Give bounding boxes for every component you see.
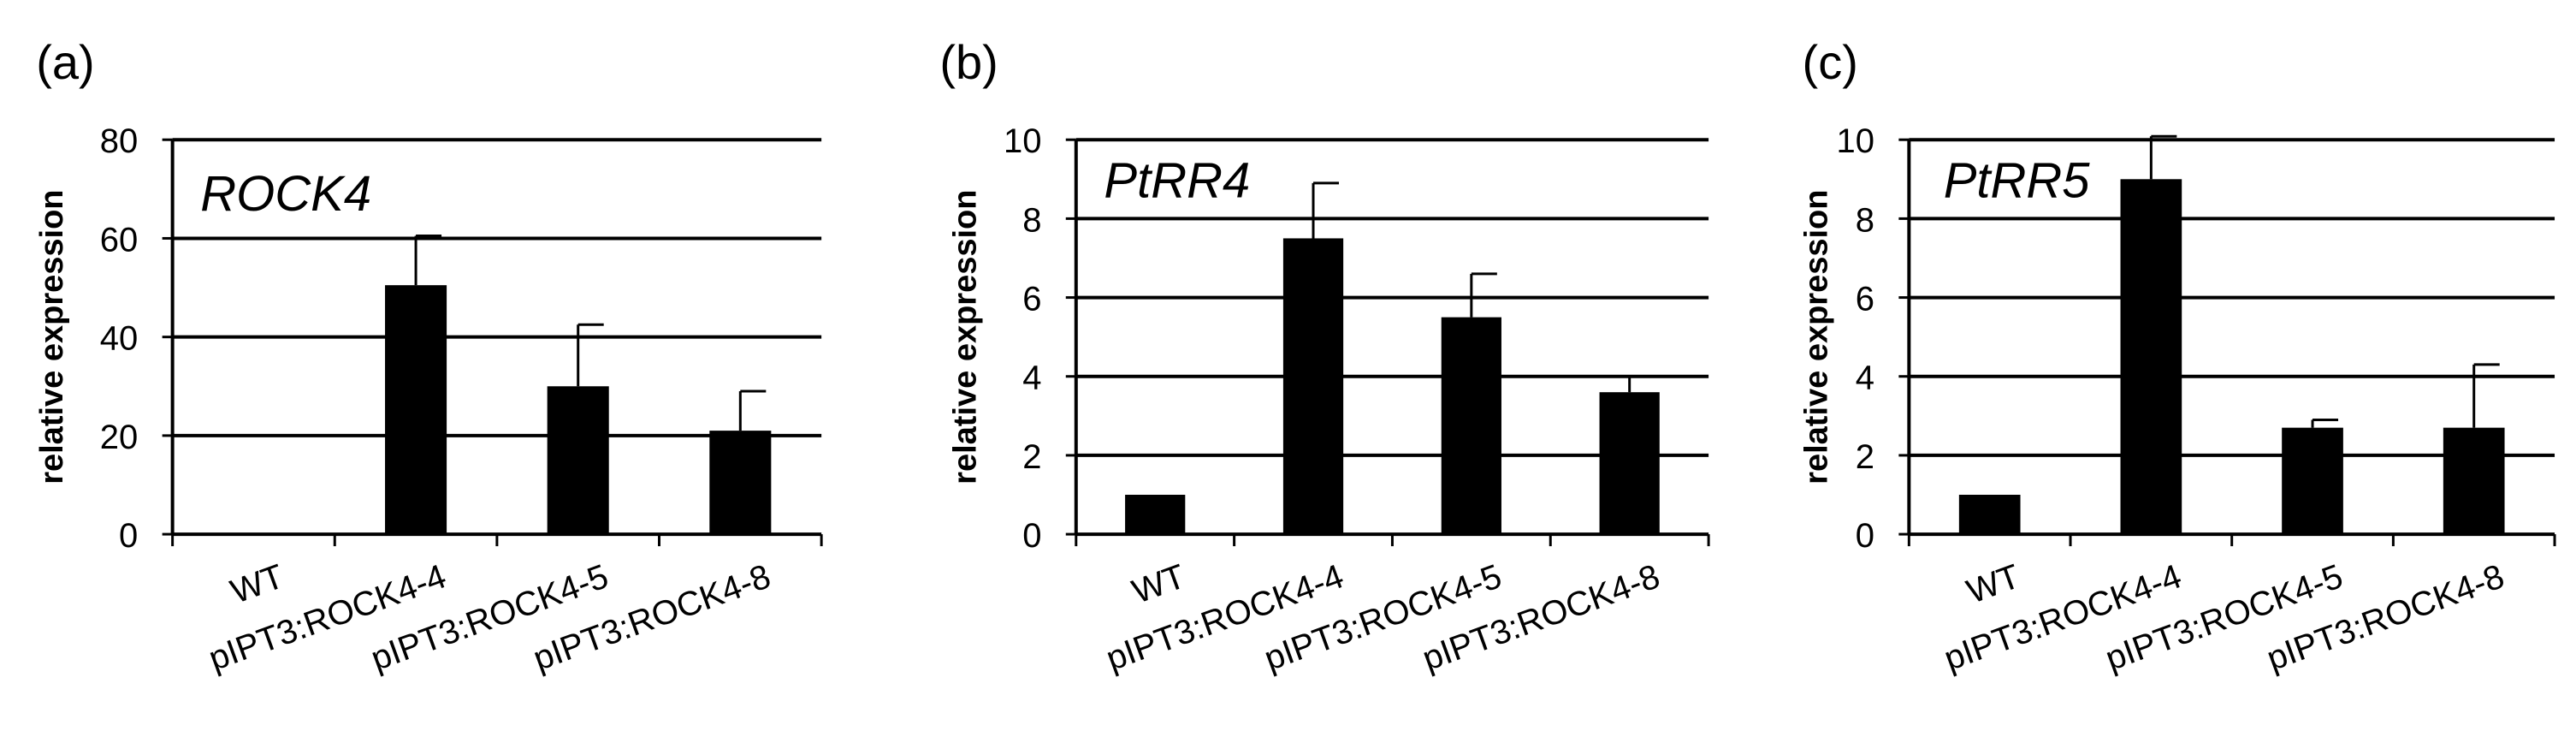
panel-a-y-tick-label: 0 bbox=[119, 517, 138, 555]
panel-b-y-tick-label: 6 bbox=[1022, 281, 1041, 318]
panel-a-y-tick-label: 80 bbox=[100, 122, 139, 160]
panel-a-bar bbox=[709, 431, 772, 535]
panel-b-y-tick-label: 2 bbox=[1022, 438, 1041, 476]
panel-b-y-tick-label: 10 bbox=[1004, 122, 1042, 160]
panel-b-title: PtRR4 bbox=[1104, 152, 1250, 208]
panel-b-y-tick-label: 0 bbox=[1022, 517, 1041, 555]
panel-a-bar bbox=[385, 285, 447, 535]
panel-c-bar bbox=[2120, 179, 2182, 535]
panel-c-bar bbox=[2282, 427, 2343, 535]
panel-c-y-tick-label: 2 bbox=[1856, 438, 1874, 476]
panel-b-bar bbox=[1441, 317, 1501, 535]
panel-c-title: PtRR5 bbox=[1944, 152, 2091, 208]
panel-c-y-tick-label: 6 bbox=[1856, 281, 1874, 318]
panel-b-y-axis-label: relative expression bbox=[948, 190, 984, 484]
panel-a-y-axis-label: relative expression bbox=[34, 190, 70, 484]
panel-b-bar bbox=[1282, 238, 1344, 535]
panel-c-y-tick-label: 10 bbox=[1837, 122, 1875, 160]
panel-c-y-tick-label: 0 bbox=[1856, 517, 1874, 555]
panel-b-bar bbox=[1125, 495, 1186, 535]
panel-b-y-tick-label: 8 bbox=[1022, 201, 1041, 239]
panel-c-bar bbox=[1958, 495, 2021, 535]
panel-c-y-tick-label: 4 bbox=[1856, 360, 1874, 397]
panel-b-x-tick-label: WT bbox=[1128, 557, 1190, 611]
panel-a-bar bbox=[547, 386, 609, 535]
panel-a-label: (a) bbox=[36, 35, 94, 89]
panel-a-y-tick-label: 20 bbox=[100, 419, 139, 456]
panel-c-y-axis-label: relative expression bbox=[1798, 190, 1834, 484]
panel-b-bar bbox=[1599, 392, 1660, 535]
panel-a-y-tick-label: 60 bbox=[100, 221, 139, 259]
panel-b-label: (b) bbox=[939, 35, 998, 89]
panel-c-y-tick-label: 8 bbox=[1856, 201, 1874, 239]
panel-a-title: ROCK4 bbox=[200, 166, 371, 222]
panel-b-y-tick-label: 4 bbox=[1022, 360, 1041, 397]
panel-a-y-tick-label: 40 bbox=[100, 320, 139, 358]
panel-c-bar bbox=[2443, 427, 2505, 535]
panel-a-x-tick-label: WT bbox=[226, 557, 288, 611]
panel-c-label: (c) bbox=[1803, 35, 1858, 89]
panel-c-x-tick-label: WT bbox=[1962, 557, 2024, 611]
